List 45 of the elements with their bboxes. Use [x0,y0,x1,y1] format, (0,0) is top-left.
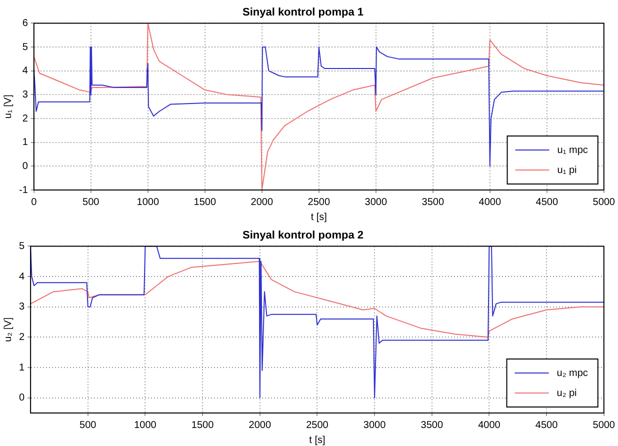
x-tick-label: 500 [82,196,100,208]
y-tick-label: 0 [19,392,25,404]
chart-title: Sinyal kontrol pompa 2 [242,230,364,242]
y-tick-label: 1 [22,137,28,148]
y-tick-label: 0 [22,160,28,172]
x-tick-label: 2000 [248,420,272,431]
y-tick-label: 6 [22,18,28,29]
chart-title: Sinyal kontrol pompa 1 [242,6,364,19]
x-axis-title: t [s] [310,212,328,223]
x-tick-label: 2000 [250,196,274,208]
x-tick-label: 4500 [535,420,558,431]
y-tick-label: 2 [22,113,28,124]
y-axis-title: u₂ [V] [2,317,14,342]
x-tick-label: 2500 [306,420,329,431]
x-tick-label: 1500 [191,420,214,431]
y-tick-label: 1 [19,362,25,374]
y-tick-label: 4 [19,271,25,282]
y-tick-label: 2 [19,332,25,343]
legend-label: u₂ mpc [556,368,588,379]
x-tick-label: 1000 [134,420,157,431]
y-tick-label: 5 [22,42,28,53]
x-tick-label: 5000 [592,196,616,208]
x-tick-label: 1000 [136,196,160,208]
y-tick-label: 5 [19,240,25,252]
y-tick-label: 3 [19,302,25,313]
legend-label: u₁ pi [557,164,577,176]
x-tick-label: 4000 [478,196,502,208]
x-tick-label: 4000 [478,420,501,431]
x-tick-label: 2500 [308,196,330,208]
x-tick-label: 500 [80,420,97,431]
x-tick-label: 3000 [364,196,388,208]
x-tick-label: 5000 [592,420,616,431]
x-tick-label: 3500 [420,420,444,431]
legend-label: u₂ pi [556,388,577,399]
y-axis-title: u₁ [V] [2,94,14,119]
x-tick-label: 3000 [363,420,386,431]
y-tick-label: 4 [22,66,28,77]
x-tick-label: 4500 [536,196,558,208]
y-tick-label: 3 [22,89,28,100]
y-tick-label: -1 [18,184,28,196]
x-tick-label: 0 [31,196,38,208]
x-tick-label: 1500 [194,196,216,208]
x-axis-title: t [s] [309,434,326,446]
x-tick-label: 3500 [422,196,444,208]
legend-label: u₁ mpc [557,144,588,156]
